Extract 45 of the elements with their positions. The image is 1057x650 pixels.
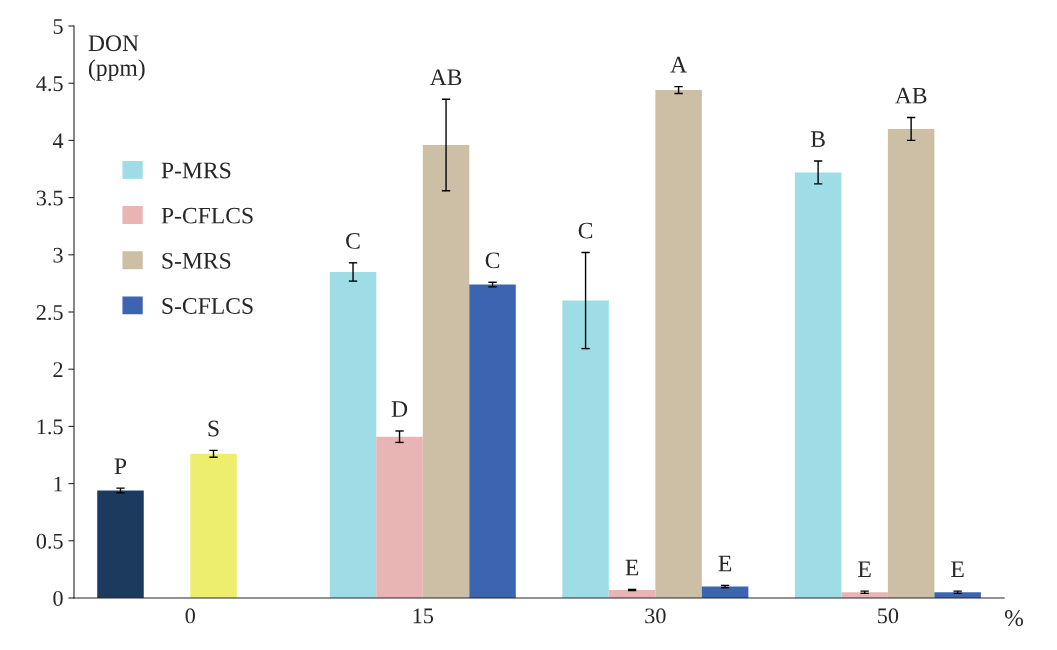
legend-label: S-MRS xyxy=(162,252,231,269)
data-label: E xyxy=(951,561,964,577)
legend-label: P-CFLCS xyxy=(161,207,253,224)
x-tick-label: 30 xyxy=(645,608,666,624)
data-label: E xyxy=(858,561,871,577)
data-label: AB xyxy=(429,69,462,86)
y-tick-label: 3.5 xyxy=(36,190,63,206)
data-label: AB xyxy=(894,87,927,104)
y-tick-label: 0.5 xyxy=(36,533,63,549)
y-tick-label: 3 xyxy=(53,247,63,263)
data-label: E xyxy=(718,555,732,572)
x-tick-label: 50 xyxy=(878,608,899,624)
y-tick-label: 4.5 xyxy=(36,76,63,92)
data-label: C xyxy=(485,252,500,269)
bar xyxy=(887,128,935,598)
y-axis-title: DON (ppm) xyxy=(88,35,145,81)
legend-label: S-CFLCS xyxy=(162,298,253,314)
data-label: B xyxy=(810,131,825,147)
x-axis-title: % xyxy=(1004,610,1024,627)
y-tick-label: 1.5 xyxy=(37,419,63,435)
y-tick-label: 4 xyxy=(52,133,64,149)
y-tick-label: 2 xyxy=(53,362,63,377)
bar xyxy=(469,284,516,598)
y-tick-label: 0 xyxy=(53,590,63,606)
bar xyxy=(562,300,609,598)
bar xyxy=(329,271,377,598)
bar xyxy=(422,144,470,598)
data-label: E xyxy=(625,559,639,576)
y-tick-label: 5 xyxy=(53,19,63,34)
data-label: C xyxy=(578,222,593,239)
legend-label: P-MRS xyxy=(161,162,231,179)
bar xyxy=(655,90,702,598)
data-label: C xyxy=(346,232,360,249)
x-tick-label: 0 xyxy=(185,608,195,624)
data-label: S xyxy=(208,420,219,437)
data-label: P xyxy=(114,458,127,474)
bar xyxy=(190,453,237,598)
y-tick-label: 1 xyxy=(54,476,63,492)
data-label: D xyxy=(391,401,408,417)
data-label: A xyxy=(670,56,687,73)
bar xyxy=(794,172,842,598)
x-tick-label: 15 xyxy=(413,608,434,624)
bar xyxy=(376,436,423,598)
y-tick-label: 2.5 xyxy=(36,304,63,321)
bar xyxy=(97,490,144,598)
